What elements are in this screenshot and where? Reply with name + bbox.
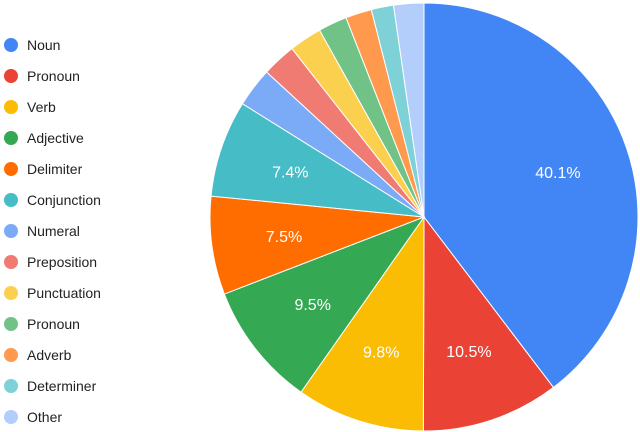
legend-item: Adjective: [4, 130, 84, 146]
slice-value-label: 7.5%: [266, 229, 302, 246]
legend-label: Delimiter: [27, 161, 83, 177]
slice-value-label: 9.8%: [363, 345, 399, 362]
legend-item: Noun: [4, 37, 60, 53]
slice-value-label: 10.5%: [446, 344, 491, 361]
legend-item: Adverb: [4, 347, 72, 363]
slice-value-label: 9.5%: [294, 297, 330, 314]
legend-label: Pronoun: [27, 68, 80, 84]
pie-slice-delimiter-4: [209, 195, 425, 295]
legend-label: Noun: [27, 37, 60, 53]
legend-label: Adverb: [27, 347, 72, 363]
legend-item: Delimiter: [4, 161, 83, 177]
legend-swatch: [4, 38, 18, 52]
pie-slice-adjective-3: [223, 215, 426, 393]
legend: Noun Pronoun Verb Adjective Delimiter Conjunc…: [4, 37, 101, 425]
legend-label: Pronoun: [27, 316, 80, 332]
legend-swatch: [4, 348, 18, 362]
legend-item: Punctuation: [4, 285, 101, 301]
pie-slice-other-12: [392, 2, 425, 218]
pie-slices: [209, 2, 639, 432]
legend-item: Pronoun: [4, 68, 80, 84]
legend-swatch: [4, 286, 18, 300]
legend-label: Conjunction: [27, 192, 101, 208]
legend-item: Conjunction: [4, 192, 101, 208]
legend-item: Preposition: [4, 254, 97, 270]
pie-slice-noun-0: [423, 2, 639, 389]
legend-item: Pronoun: [4, 316, 80, 332]
legend-swatch: [4, 69, 18, 83]
legend-swatch: [4, 162, 18, 176]
legend-swatch: [4, 131, 18, 145]
legend-label: Determiner: [27, 378, 97, 394]
pie-slice-verb-2: [300, 215, 425, 432]
legend-label: Numeral: [27, 223, 80, 239]
pie-slice-pronoun-1: [422, 215, 555, 432]
pie-slice-conjunction-5: [210, 103, 425, 218]
slice-value-label: 7.4%: [272, 165, 308, 182]
legend-label: Adjective: [27, 130, 84, 146]
legend-swatch: [4, 317, 18, 331]
legend-label: Punctuation: [27, 285, 101, 301]
legend-swatch: [4, 379, 18, 393]
legend-label: Preposition: [27, 254, 97, 270]
legend-item: Numeral: [4, 223, 80, 239]
pie-value-labels: 40.1% 10.5% 9.8% 9.5% 7.5% 7.4%: [266, 165, 581, 362]
legend-item: Determiner: [4, 378, 97, 394]
legend-item: Other: [4, 409, 62, 425]
legend-label: Verb: [27, 99, 56, 115]
legend-swatch: [4, 410, 18, 424]
legend-swatch: [4, 255, 18, 269]
legend-label: Other: [27, 409, 62, 425]
legend-swatch: [4, 224, 18, 238]
legend-swatch: [4, 100, 18, 114]
legend-item: Verb: [4, 99, 56, 115]
slice-value-label: 40.1%: [535, 165, 580, 182]
legend-swatch: [4, 193, 18, 207]
